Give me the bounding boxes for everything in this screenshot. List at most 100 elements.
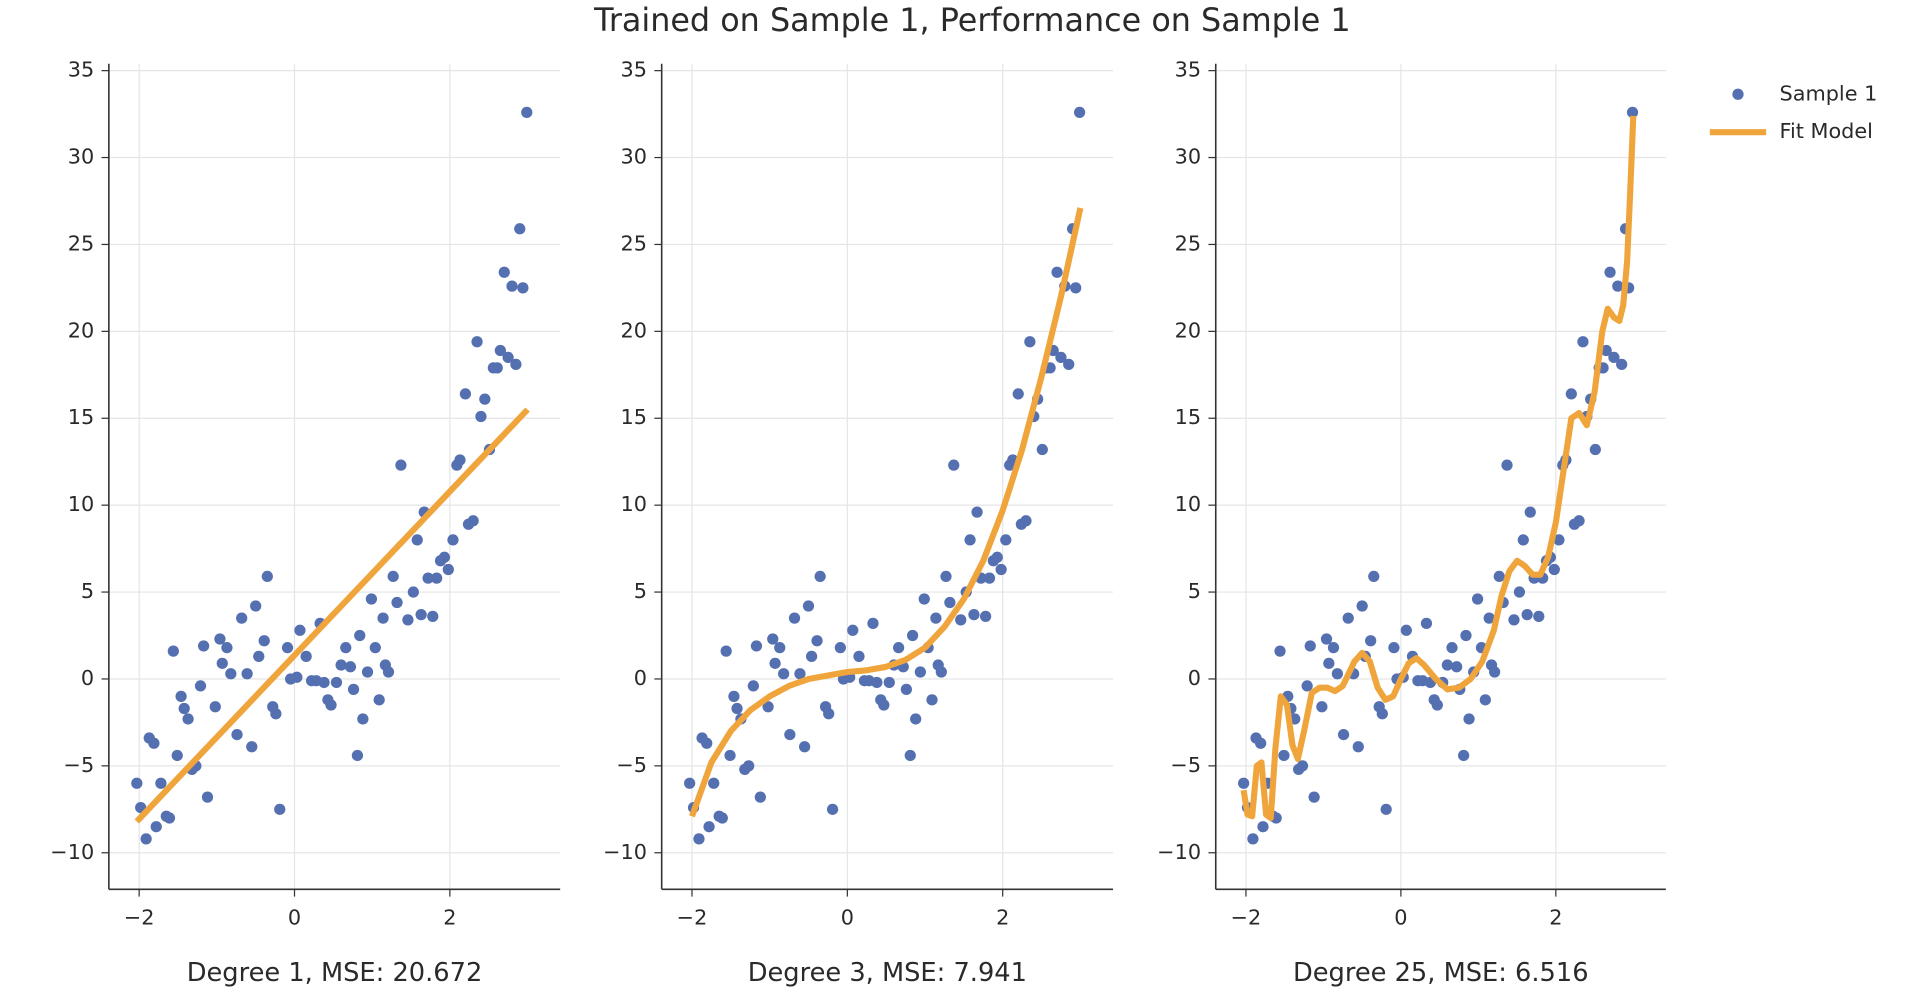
data-point bbox=[906, 629, 919, 642]
data-point bbox=[1524, 506, 1536, 518]
data-point bbox=[1604, 266, 1616, 278]
legend-label: Fit Model bbox=[1780, 119, 1873, 143]
data-point bbox=[209, 701, 221, 713]
data-point bbox=[1600, 344, 1612, 357]
data-point bbox=[171, 749, 183, 762]
data-point bbox=[935, 666, 947, 678]
x-tick-label: 2 bbox=[996, 906, 1009, 930]
data-point bbox=[1051, 266, 1063, 278]
data-point bbox=[502, 351, 514, 364]
data-point bbox=[411, 534, 423, 546]
y-tick-label: 25 bbox=[68, 231, 94, 255]
data-point bbox=[823, 708, 835, 720]
data-point bbox=[995, 563, 1007, 576]
y-tick-label: 25 bbox=[621, 231, 647, 255]
data-point bbox=[834, 642, 846, 654]
data-point bbox=[1483, 612, 1495, 624]
data-point bbox=[1493, 570, 1505, 583]
data-point bbox=[510, 358, 522, 371]
data-point bbox=[805, 650, 818, 662]
data-point bbox=[1479, 694, 1491, 706]
data-point bbox=[1331, 668, 1343, 680]
data-point bbox=[1323, 657, 1335, 669]
data-point bbox=[377, 612, 389, 624]
data-point bbox=[1247, 833, 1259, 845]
data-point bbox=[201, 791, 214, 803]
data-point bbox=[991, 551, 1003, 563]
data-point bbox=[1463, 713, 1475, 725]
data-point bbox=[438, 551, 451, 563]
data-point bbox=[944, 596, 956, 609]
data-point bbox=[1073, 106, 1086, 118]
data-point bbox=[521, 106, 533, 118]
data-point bbox=[1608, 351, 1620, 364]
data-point bbox=[1513, 586, 1526, 598]
y-tick-label: −5 bbox=[64, 753, 95, 777]
data-point bbox=[395, 459, 407, 471]
data-point bbox=[708, 777, 720, 789]
y-tick-label: 25 bbox=[1175, 231, 1201, 255]
data-point bbox=[720, 645, 732, 657]
data-point bbox=[253, 650, 265, 662]
data-point bbox=[918, 593, 930, 605]
data-point bbox=[357, 713, 369, 725]
legend-label: Sample 1 bbox=[1780, 81, 1878, 105]
data-point bbox=[167, 645, 179, 657]
x-tick-label: −2 bbox=[124, 906, 155, 930]
data-point bbox=[769, 657, 781, 669]
y-tick-label: 0 bbox=[81, 666, 94, 690]
y-tick-label: −10 bbox=[1157, 840, 1201, 864]
data-point bbox=[258, 635, 270, 647]
data-point bbox=[1024, 336, 1036, 348]
data-point bbox=[330, 676, 343, 689]
y-tick-label: 15 bbox=[1175, 405, 1201, 429]
data-point bbox=[422, 572, 434, 584]
data-point bbox=[1420, 617, 1433, 629]
data-point bbox=[762, 701, 774, 713]
data-point bbox=[246, 741, 258, 753]
data-point bbox=[904, 749, 916, 762]
data-point bbox=[930, 612, 942, 624]
data-point bbox=[767, 633, 779, 645]
data-point bbox=[407, 586, 419, 598]
y-tick-label: 20 bbox=[68, 318, 94, 342]
data-point bbox=[454, 454, 466, 466]
data-point bbox=[826, 803, 839, 815]
data-point bbox=[471, 336, 483, 348]
data-point bbox=[1431, 699, 1443, 711]
data-point bbox=[182, 713, 194, 725]
fit-line bbox=[134, 407, 530, 824]
data-point bbox=[743, 760, 755, 772]
data-point bbox=[900, 683, 912, 696]
data-point bbox=[1533, 610, 1545, 623]
data-point bbox=[1278, 749, 1290, 762]
fit-line bbox=[1240, 115, 1637, 822]
data-point bbox=[498, 266, 510, 278]
data-point bbox=[155, 777, 167, 789]
data-point bbox=[1238, 777, 1250, 789]
data-point bbox=[236, 612, 248, 624]
y-tick-label: −10 bbox=[603, 840, 647, 864]
data-point bbox=[250, 600, 262, 612]
data-point bbox=[1012, 388, 1024, 400]
data-point bbox=[270, 708, 282, 720]
data-point bbox=[971, 506, 983, 518]
data-point bbox=[1055, 351, 1067, 364]
data-point bbox=[794, 668, 806, 680]
data-point bbox=[1063, 358, 1075, 371]
data-point bbox=[731, 702, 743, 715]
data-point bbox=[140, 833, 152, 845]
data-point bbox=[197, 640, 210, 652]
data-point bbox=[231, 728, 243, 741]
data-point bbox=[1451, 661, 1463, 673]
data-point bbox=[261, 570, 273, 583]
data-point bbox=[506, 280, 518, 292]
data-point bbox=[1342, 612, 1354, 624]
data-point bbox=[442, 563, 454, 576]
data-point bbox=[241, 668, 253, 680]
data-point bbox=[940, 570, 952, 583]
data-point bbox=[798, 741, 811, 753]
data-point bbox=[750, 640, 763, 652]
subplot: −10 −5 0 5 10 15 20 25 30 35 −2 0 2 Degree 3, MSE: 7.… bbox=[603, 58, 1113, 988]
